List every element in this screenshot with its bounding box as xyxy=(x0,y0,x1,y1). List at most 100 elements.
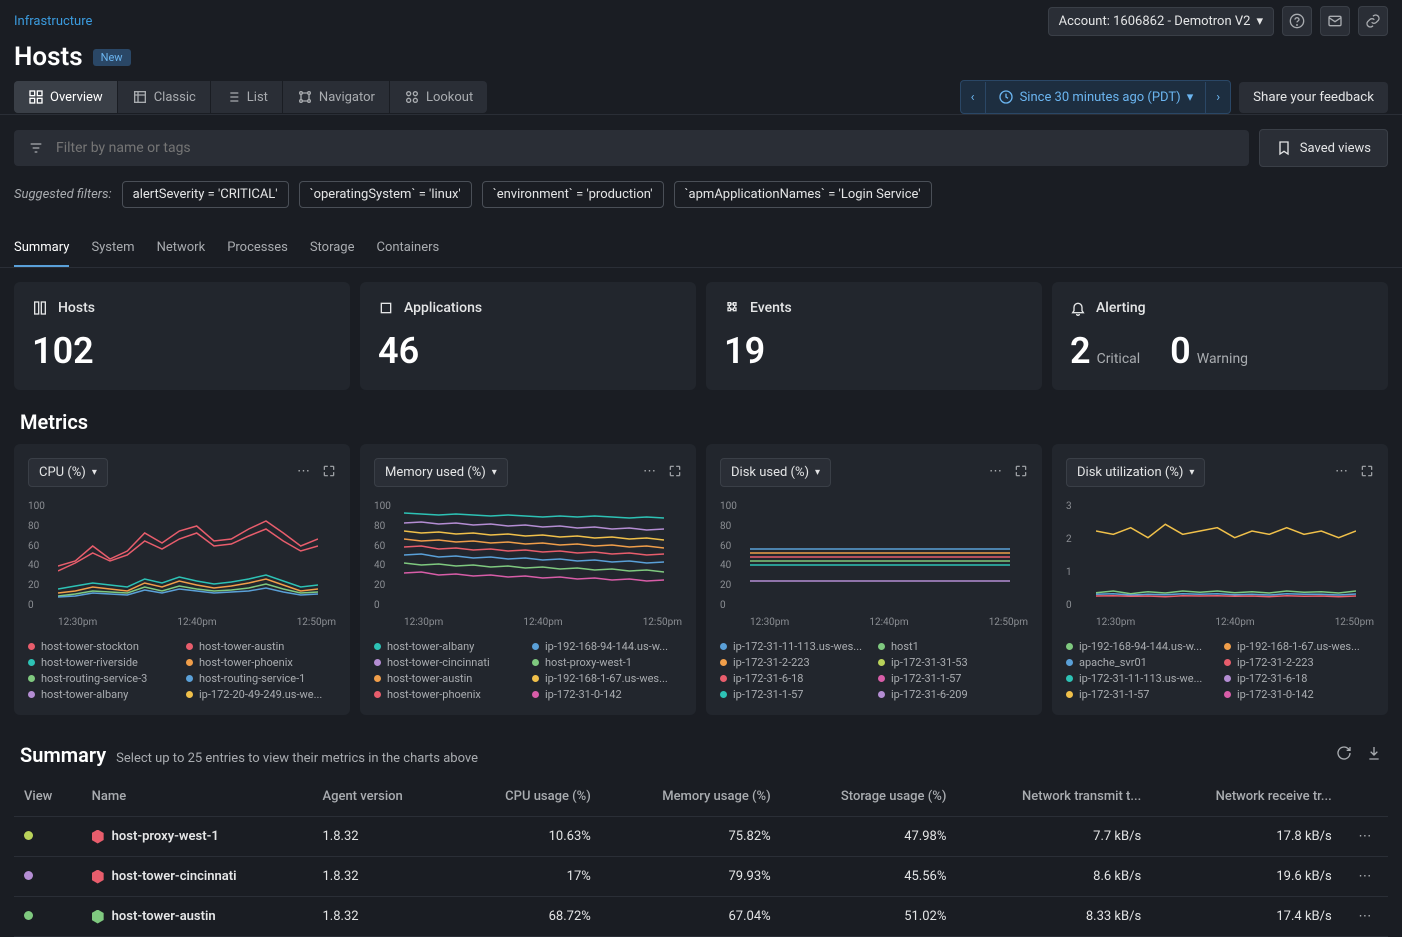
metric-dropdown[interactable]: Disk used (%)▾ xyxy=(720,458,831,487)
legend-item[interactable]: ip-172-31-1-57 xyxy=(720,688,870,701)
sub-tab-system[interactable]: System xyxy=(91,232,134,267)
nav-tab-classic[interactable]: Classic xyxy=(118,81,211,113)
nav-tab-navigator[interactable]: Navigator xyxy=(283,81,390,113)
legend-item[interactable]: host-tower-albany xyxy=(374,640,524,653)
table-row[interactable]: host-tower-austin1.8.3268.72%67.04%51.02… xyxy=(14,897,1388,937)
time-range-picker[interactable]: ‹ Since 30 minutes ago (PDT)▾ › xyxy=(960,80,1231,114)
stat-card-hosts[interactable]: Hosts102 xyxy=(14,282,350,390)
more-icon[interactable]: ⋯ xyxy=(1335,464,1348,482)
suggested-filter-chip[interactable]: `operatingSystem` = 'linux' xyxy=(299,181,472,208)
legend-item[interactable]: ip-172-31-0-142 xyxy=(532,688,682,701)
column-header[interactable]: Storage usage (%) xyxy=(781,777,957,817)
column-header[interactable] xyxy=(1342,777,1388,817)
column-header[interactable]: CPU usage (%) xyxy=(453,777,601,817)
legend-item[interactable]: ip-172-31-2-223 xyxy=(720,656,870,669)
sub-tab-summary[interactable]: Summary xyxy=(14,232,69,267)
legend-item[interactable]: host-routing-service-3 xyxy=(28,672,178,685)
legend-item[interactable]: host-tower-austin xyxy=(374,672,524,685)
expand-icon[interactable] xyxy=(1014,464,1028,482)
filter-input[interactable] xyxy=(56,140,1235,156)
sub-tab-storage[interactable]: Storage xyxy=(310,232,355,267)
legend-item[interactable]: host-tower-riverside xyxy=(28,656,178,669)
nav-tab-overview[interactable]: Overview xyxy=(14,81,118,113)
legend-item[interactable]: ip-192-168-94-144.us-w... xyxy=(532,640,682,653)
expand-icon[interactable] xyxy=(1360,464,1374,482)
stat-card-events[interactable]: Events19 xyxy=(706,282,1042,390)
link-icon[interactable] xyxy=(1358,6,1388,36)
more-icon[interactable]: ⋯ xyxy=(297,464,310,482)
metrics-title: Metrics xyxy=(0,404,1402,444)
legend-item[interactable]: apache_svr01 xyxy=(1066,656,1216,669)
help-icon[interactable] xyxy=(1282,6,1312,36)
download-icon[interactable] xyxy=(1366,745,1382,765)
legend-item[interactable]: ip-172-31-1-57 xyxy=(878,672,1028,685)
time-prev-button[interactable]: ‹ xyxy=(961,82,986,113)
net-rx: 17.4 kB/s xyxy=(1151,897,1342,937)
legend-item[interactable]: ip-192-168-1-67.us-wes... xyxy=(1224,640,1374,653)
column-header[interactable]: Agent version xyxy=(312,777,452,817)
expand-icon[interactable] xyxy=(668,464,682,482)
metric-dropdown[interactable]: Disk utilization (%)▾ xyxy=(1066,458,1205,487)
legend-item[interactable]: host-tower-albany xyxy=(28,688,178,701)
legend-item[interactable]: ip-172-31-11-113.us-wes... xyxy=(720,640,870,653)
refresh-icon[interactable] xyxy=(1336,745,1352,765)
metric-dropdown[interactable]: Memory used (%)▾ xyxy=(374,458,508,487)
row-menu-button[interactable]: ⋯ xyxy=(1342,817,1388,857)
mail-icon[interactable] xyxy=(1320,6,1350,36)
suggested-filter-chip[interactable]: alertSeverity = 'CRITICAL' xyxy=(122,181,289,208)
legend-item[interactable]: ip-172-31-6-18 xyxy=(1224,672,1374,685)
host-name: host-tower-cincinnati xyxy=(112,869,237,884)
expand-icon[interactable] xyxy=(322,464,336,482)
legend-item[interactable]: host1 xyxy=(878,640,1028,653)
stat-card-alerting[interactable]: Alerting2Critical0Warning xyxy=(1052,282,1388,390)
legend-item[interactable]: ip-192-168-1-67.us-wes... xyxy=(532,672,682,685)
column-header[interactable]: Network receive tr... xyxy=(1151,777,1342,817)
legend-item[interactable]: host-proxy-west-1 xyxy=(532,656,682,669)
agent-version: 1.8.32 xyxy=(312,817,452,857)
table-row[interactable]: host-tower-cincinnati1.8.3217%79.93%45.5… xyxy=(14,857,1388,897)
row-menu-button[interactable]: ⋯ xyxy=(1342,897,1388,937)
metric-panel: Disk used (%)▾⋯10080604020012:30pm12:40p… xyxy=(706,444,1042,715)
breadcrumb[interactable]: Infrastructure xyxy=(14,14,92,29)
legend-item[interactable]: ip-172-31-1-57 xyxy=(1066,688,1216,701)
legend-item[interactable]: ip-172-31-31-53 xyxy=(878,656,1028,669)
row-menu-button[interactable]: ⋯ xyxy=(1342,857,1388,897)
column-header[interactable]: View xyxy=(14,777,82,817)
sub-tab-containers[interactable]: Containers xyxy=(377,232,440,267)
legend-item[interactable]: ip-172-31-0-142 xyxy=(1224,688,1374,701)
sub-tab-processes[interactable]: Processes xyxy=(227,232,288,267)
column-header[interactable]: Name xyxy=(82,777,313,817)
feedback-button[interactable]: Share your feedback xyxy=(1239,82,1388,113)
suggested-filter-chip[interactable]: `apmApplicationNames` = 'Login Service' xyxy=(674,181,932,208)
legend-item[interactable]: ip-172-31-6-18 xyxy=(720,672,870,685)
legend-item[interactable]: host-tower-austin xyxy=(186,640,336,653)
legend-item[interactable]: ip-172-31-11-113.us-we... xyxy=(1066,672,1216,685)
legend-item[interactable]: ip-192-168-94-144.us-w... xyxy=(1066,640,1216,653)
metric-dropdown[interactable]: CPU (%)▾ xyxy=(28,458,108,487)
table-row[interactable]: host-proxy-west-11.8.3210.63%75.82%47.98… xyxy=(14,817,1388,857)
sub-tab-network[interactable]: Network xyxy=(157,232,206,267)
net-tx: 7.7 kB/s xyxy=(956,817,1151,857)
legend-item[interactable]: ip-172-31-2-223 xyxy=(1224,656,1374,669)
more-icon[interactable]: ⋯ xyxy=(989,464,1002,482)
column-header[interactable]: Memory usage (%) xyxy=(601,777,781,817)
filter-box[interactable] xyxy=(14,130,1249,166)
column-header[interactable]: Network transmit t... xyxy=(956,777,1151,817)
nav-tab-lookout[interactable]: Lookout xyxy=(390,81,487,113)
legend-item[interactable]: ip-172-20-49-249.us-we... xyxy=(186,688,336,701)
saved-views-button[interactable]: Saved views xyxy=(1259,129,1388,167)
agent-version: 1.8.32 xyxy=(312,897,452,937)
time-next-button[interactable]: › xyxy=(1205,82,1230,113)
legend-item[interactable]: host-tower-stockton xyxy=(28,640,178,653)
legend-item[interactable]: host-tower-cincinnati xyxy=(374,656,524,669)
legend-item[interactable]: host-tower-phoenix xyxy=(186,656,336,669)
stat-card-applications[interactable]: Applications46 xyxy=(360,282,696,390)
legend-item[interactable]: host-tower-phoenix xyxy=(374,688,524,701)
more-icon[interactable]: ⋯ xyxy=(643,464,656,482)
legend-item[interactable]: ip-172-31-6-209 xyxy=(878,688,1028,701)
nav-tab-list[interactable]: List xyxy=(211,81,283,113)
time-range-label[interactable]: Since 30 minutes ago (PDT)▾ xyxy=(986,81,1206,113)
suggested-filter-chip[interactable]: `environment` = 'production' xyxy=(482,181,664,208)
account-picker[interactable]: Account: 1606862 - Demotron V2▾ xyxy=(1048,7,1274,36)
legend-item[interactable]: host-routing-service-1 xyxy=(186,672,336,685)
